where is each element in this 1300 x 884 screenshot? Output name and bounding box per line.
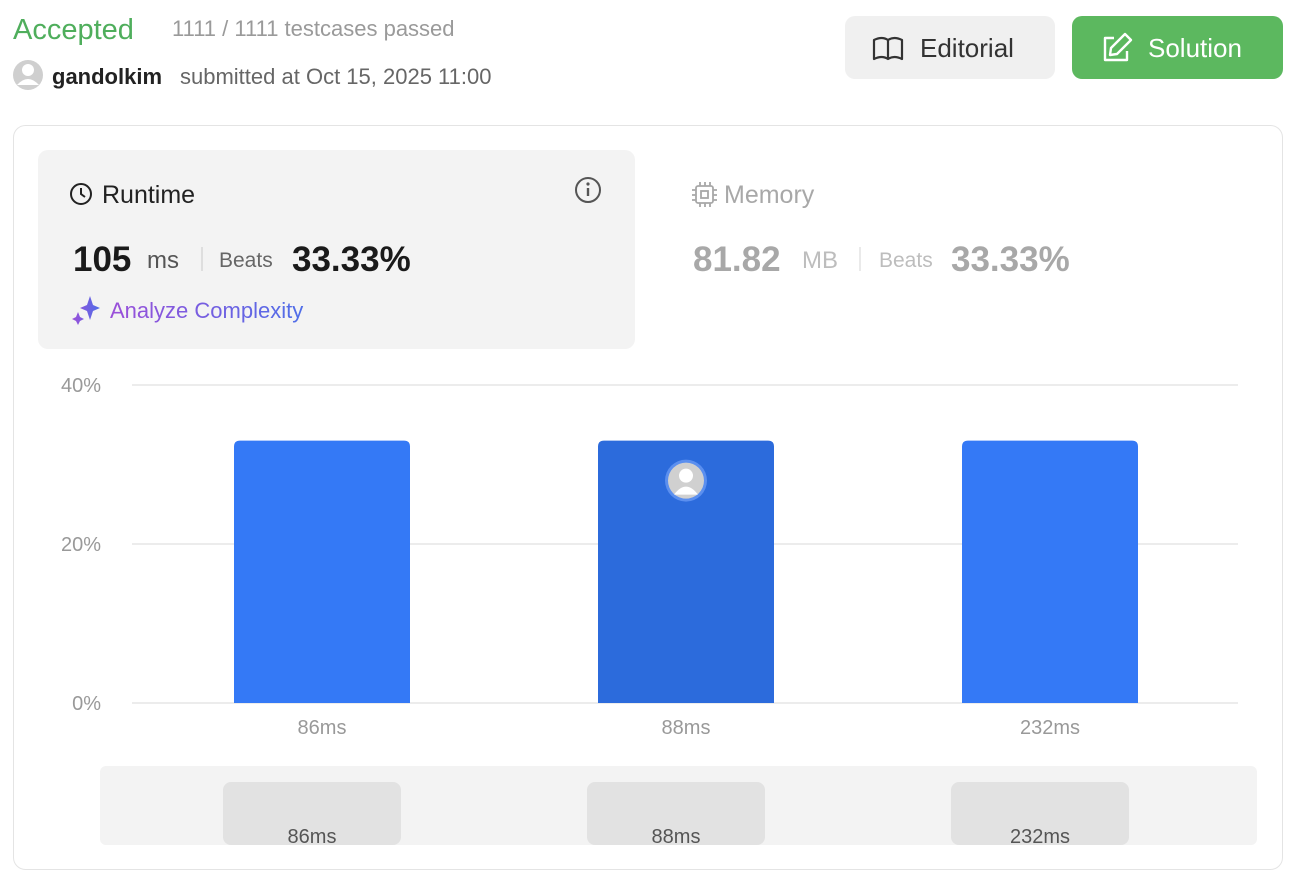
y-tick-label: 40% [61,375,101,397]
memory-value: 81.82 [693,240,781,279]
analyze-complexity[interactable]: Analyze Complexity [72,296,303,325]
range-handle[interactable]: 86ms [223,782,401,848]
x-tick-label: 232ms [1020,717,1080,739]
editorial-label: Editorial [920,33,1014,63]
memory-title: Memory [724,181,815,209]
chart: 0% 20% 40% 86ms 86ms 88ms 88ms 232ms 232ms [61,375,1238,848]
analyze-label: Analyze Complexity [110,298,303,323]
solution-button[interactable]: Solution [1072,16,1283,79]
memory-panel[interactable]: Memory 81.82 MB Beats 33.33% [692,181,1070,279]
beats-label: Beats [219,249,273,272]
editorial-button[interactable]: Editorial [845,16,1055,79]
beats-label: Beats [879,249,933,272]
handle-box [587,782,765,845]
handle-label: 88ms [652,826,701,848]
handle-label: 86ms [288,826,337,848]
clock-icon [70,183,92,205]
range-handle[interactable]: 232ms [951,782,1129,848]
avatar-head [679,468,693,483]
bar[interactable] [598,440,774,703]
runtime-unit: ms [147,247,179,274]
bar[interactable] [234,440,410,703]
user-avatar [13,60,43,90]
runtime-title: Runtime [102,181,195,209]
user-marker [665,459,707,502]
y-tick-label: 20% [61,534,101,556]
memory-unit: MB [802,247,838,274]
range-handle[interactable]: 88ms [587,782,765,848]
x-tick-label: 86ms [298,717,347,739]
handle-label: 232ms [1010,826,1070,848]
username[interactable]: gandolkim [52,64,162,89]
y-tick-label: 0% [72,693,101,715]
handle-box [951,782,1129,845]
testcases: 1111 / 1111 testcases passed [172,16,455,41]
runtime-panel[interactable] [38,150,635,349]
memory-beats: 33.33% [951,240,1070,279]
handle-box [223,782,401,845]
runtime-beats: 33.33% [292,240,411,279]
solution-label: Solution [1148,33,1242,63]
avatar-body [674,486,698,495]
runtime-value: 105 [73,240,131,279]
x-tick-label: 88ms [662,717,711,739]
chip-icon [692,182,717,207]
info-icon[interactable] [575,177,601,203]
bar[interactable] [962,440,1138,703]
submitted-at: submitted at Oct 15, 2025 11:00 [180,64,491,89]
status: Accepted [13,14,134,46]
